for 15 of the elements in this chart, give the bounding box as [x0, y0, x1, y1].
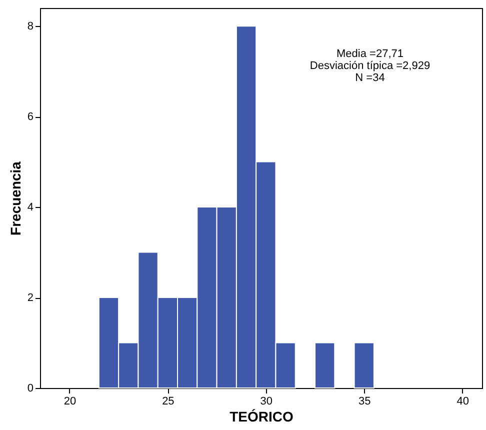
- y-tick-label: 6: [27, 111, 34, 124]
- x-tick-label: 25: [162, 396, 174, 408]
- annotation: N =34: [355, 72, 385, 84]
- x-tick-label: 35: [358, 396, 371, 408]
- annotation: Media =27,71: [336, 48, 404, 60]
- annotation: Desviación típica =2,929: [310, 60, 430, 72]
- y-axis-title: Frecuencia: [7, 161, 24, 236]
- y-tick-label: 0: [27, 382, 34, 394]
- x-tick-label: 40: [456, 396, 469, 408]
- y-tick-label: 2: [27, 292, 34, 304]
- x-tick-label: 30: [260, 396, 273, 408]
- x-axis-title: TEÓRICO: [230, 408, 294, 424]
- y-tick-label: 8: [27, 20, 34, 33]
- x-tick-label: 20: [64, 396, 76, 408]
- y-tick-label: 4: [27, 202, 34, 214]
